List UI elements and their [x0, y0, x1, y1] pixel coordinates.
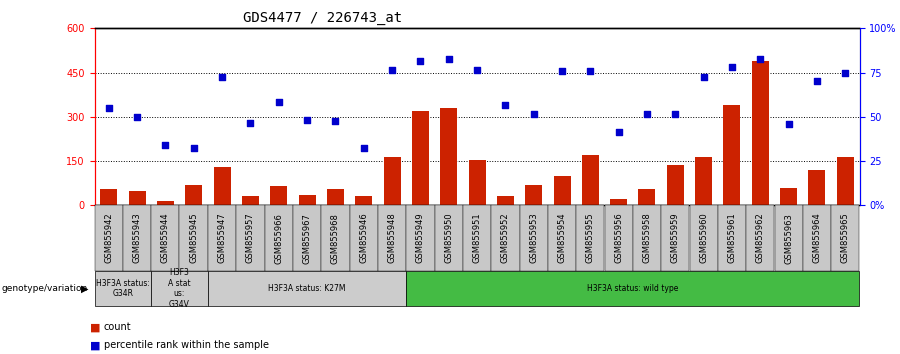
Bar: [185, 185, 202, 205]
Text: GSM855954: GSM855954: [557, 213, 566, 263]
Text: GSM855960: GSM855960: [699, 213, 708, 263]
Bar: [412, 111, 428, 205]
Bar: [100, 189, 117, 205]
Text: GSM855967: GSM855967: [302, 213, 311, 263]
Bar: [808, 170, 825, 205]
Text: H3F3A status: wild type: H3F3A status: wild type: [587, 284, 679, 293]
Text: GDS4477 / 226743_at: GDS4477 / 226743_at: [243, 11, 402, 25]
Text: GSM855947: GSM855947: [218, 213, 227, 263]
Bar: [724, 105, 741, 205]
Point: [611, 129, 625, 135]
Text: GSM855942: GSM855942: [104, 213, 113, 263]
Point: [102, 105, 116, 111]
Text: ■: ■: [90, 340, 101, 350]
Text: GSM855955: GSM855955: [586, 213, 595, 263]
Point: [838, 70, 852, 75]
Text: GSM855953: GSM855953: [529, 213, 538, 263]
Bar: [667, 166, 684, 205]
Text: GSM855958: GSM855958: [643, 213, 652, 263]
Point: [526, 111, 541, 117]
Point: [781, 121, 796, 127]
Text: H3F3
A stat
us:
G34V: H3F3 A stat us: G34V: [168, 268, 191, 309]
Bar: [638, 189, 655, 205]
Text: ■: ■: [90, 322, 101, 332]
Bar: [469, 160, 485, 205]
Bar: [157, 201, 174, 205]
Bar: [242, 196, 259, 205]
Point: [300, 117, 314, 122]
Point: [470, 67, 484, 73]
Bar: [129, 190, 146, 205]
Text: GSM855956: GSM855956: [614, 213, 623, 263]
Text: GSM855952: GSM855952: [500, 213, 509, 263]
Point: [328, 118, 343, 124]
Bar: [526, 185, 542, 205]
Text: GSM855959: GSM855959: [670, 213, 680, 263]
Text: genotype/variation: genotype/variation: [2, 284, 88, 293]
Text: GSM855964: GSM855964: [813, 213, 822, 263]
Bar: [356, 196, 373, 205]
Point: [272, 99, 286, 105]
Point: [697, 74, 711, 80]
Bar: [270, 186, 287, 205]
Text: GSM855944: GSM855944: [161, 213, 170, 263]
Point: [724, 64, 739, 69]
Text: GSM855949: GSM855949: [416, 213, 425, 263]
Point: [640, 111, 654, 117]
Bar: [497, 196, 514, 205]
Point: [583, 68, 598, 74]
Text: count: count: [104, 322, 131, 332]
Text: GSM855945: GSM855945: [189, 213, 198, 263]
Point: [753, 57, 768, 62]
Text: GSM855968: GSM855968: [331, 213, 340, 263]
Point: [215, 74, 230, 80]
Text: GSM855965: GSM855965: [841, 213, 850, 263]
Text: GSM855966: GSM855966: [274, 213, 284, 263]
Point: [442, 57, 456, 62]
Bar: [299, 195, 316, 205]
Bar: [610, 199, 627, 205]
Bar: [780, 188, 797, 205]
Text: GSM855943: GSM855943: [132, 213, 141, 263]
Bar: [327, 189, 344, 205]
Bar: [695, 156, 712, 205]
Point: [186, 145, 201, 151]
Point: [385, 67, 400, 73]
Text: GSM855950: GSM855950: [445, 213, 454, 263]
Bar: [554, 176, 571, 205]
Text: GSM855962: GSM855962: [756, 213, 765, 263]
Point: [243, 120, 257, 126]
Point: [413, 58, 428, 64]
Point: [810, 79, 824, 84]
Text: H3F3A status: K27M: H3F3A status: K27M: [268, 284, 346, 293]
Text: GSM855948: GSM855948: [388, 213, 397, 263]
Text: GSM855961: GSM855961: [727, 213, 736, 263]
Point: [668, 111, 682, 117]
Point: [130, 114, 144, 120]
Point: [554, 68, 569, 74]
Bar: [837, 156, 854, 205]
Point: [498, 102, 512, 108]
Bar: [581, 155, 598, 205]
Bar: [752, 61, 769, 205]
Text: percentile rank within the sample: percentile rank within the sample: [104, 340, 268, 350]
Point: [356, 145, 371, 151]
Bar: [213, 167, 230, 205]
Bar: [440, 108, 457, 205]
Text: GSM855963: GSM855963: [784, 213, 793, 263]
Text: GSM855957: GSM855957: [246, 213, 255, 263]
Bar: [383, 156, 400, 205]
Point: [158, 142, 173, 148]
Text: GSM855946: GSM855946: [359, 213, 368, 263]
Text: H3F3A status:
G34R: H3F3A status: G34R: [96, 279, 149, 298]
Text: GSM855951: GSM855951: [472, 213, 482, 263]
Text: ▶: ▶: [81, 284, 88, 293]
